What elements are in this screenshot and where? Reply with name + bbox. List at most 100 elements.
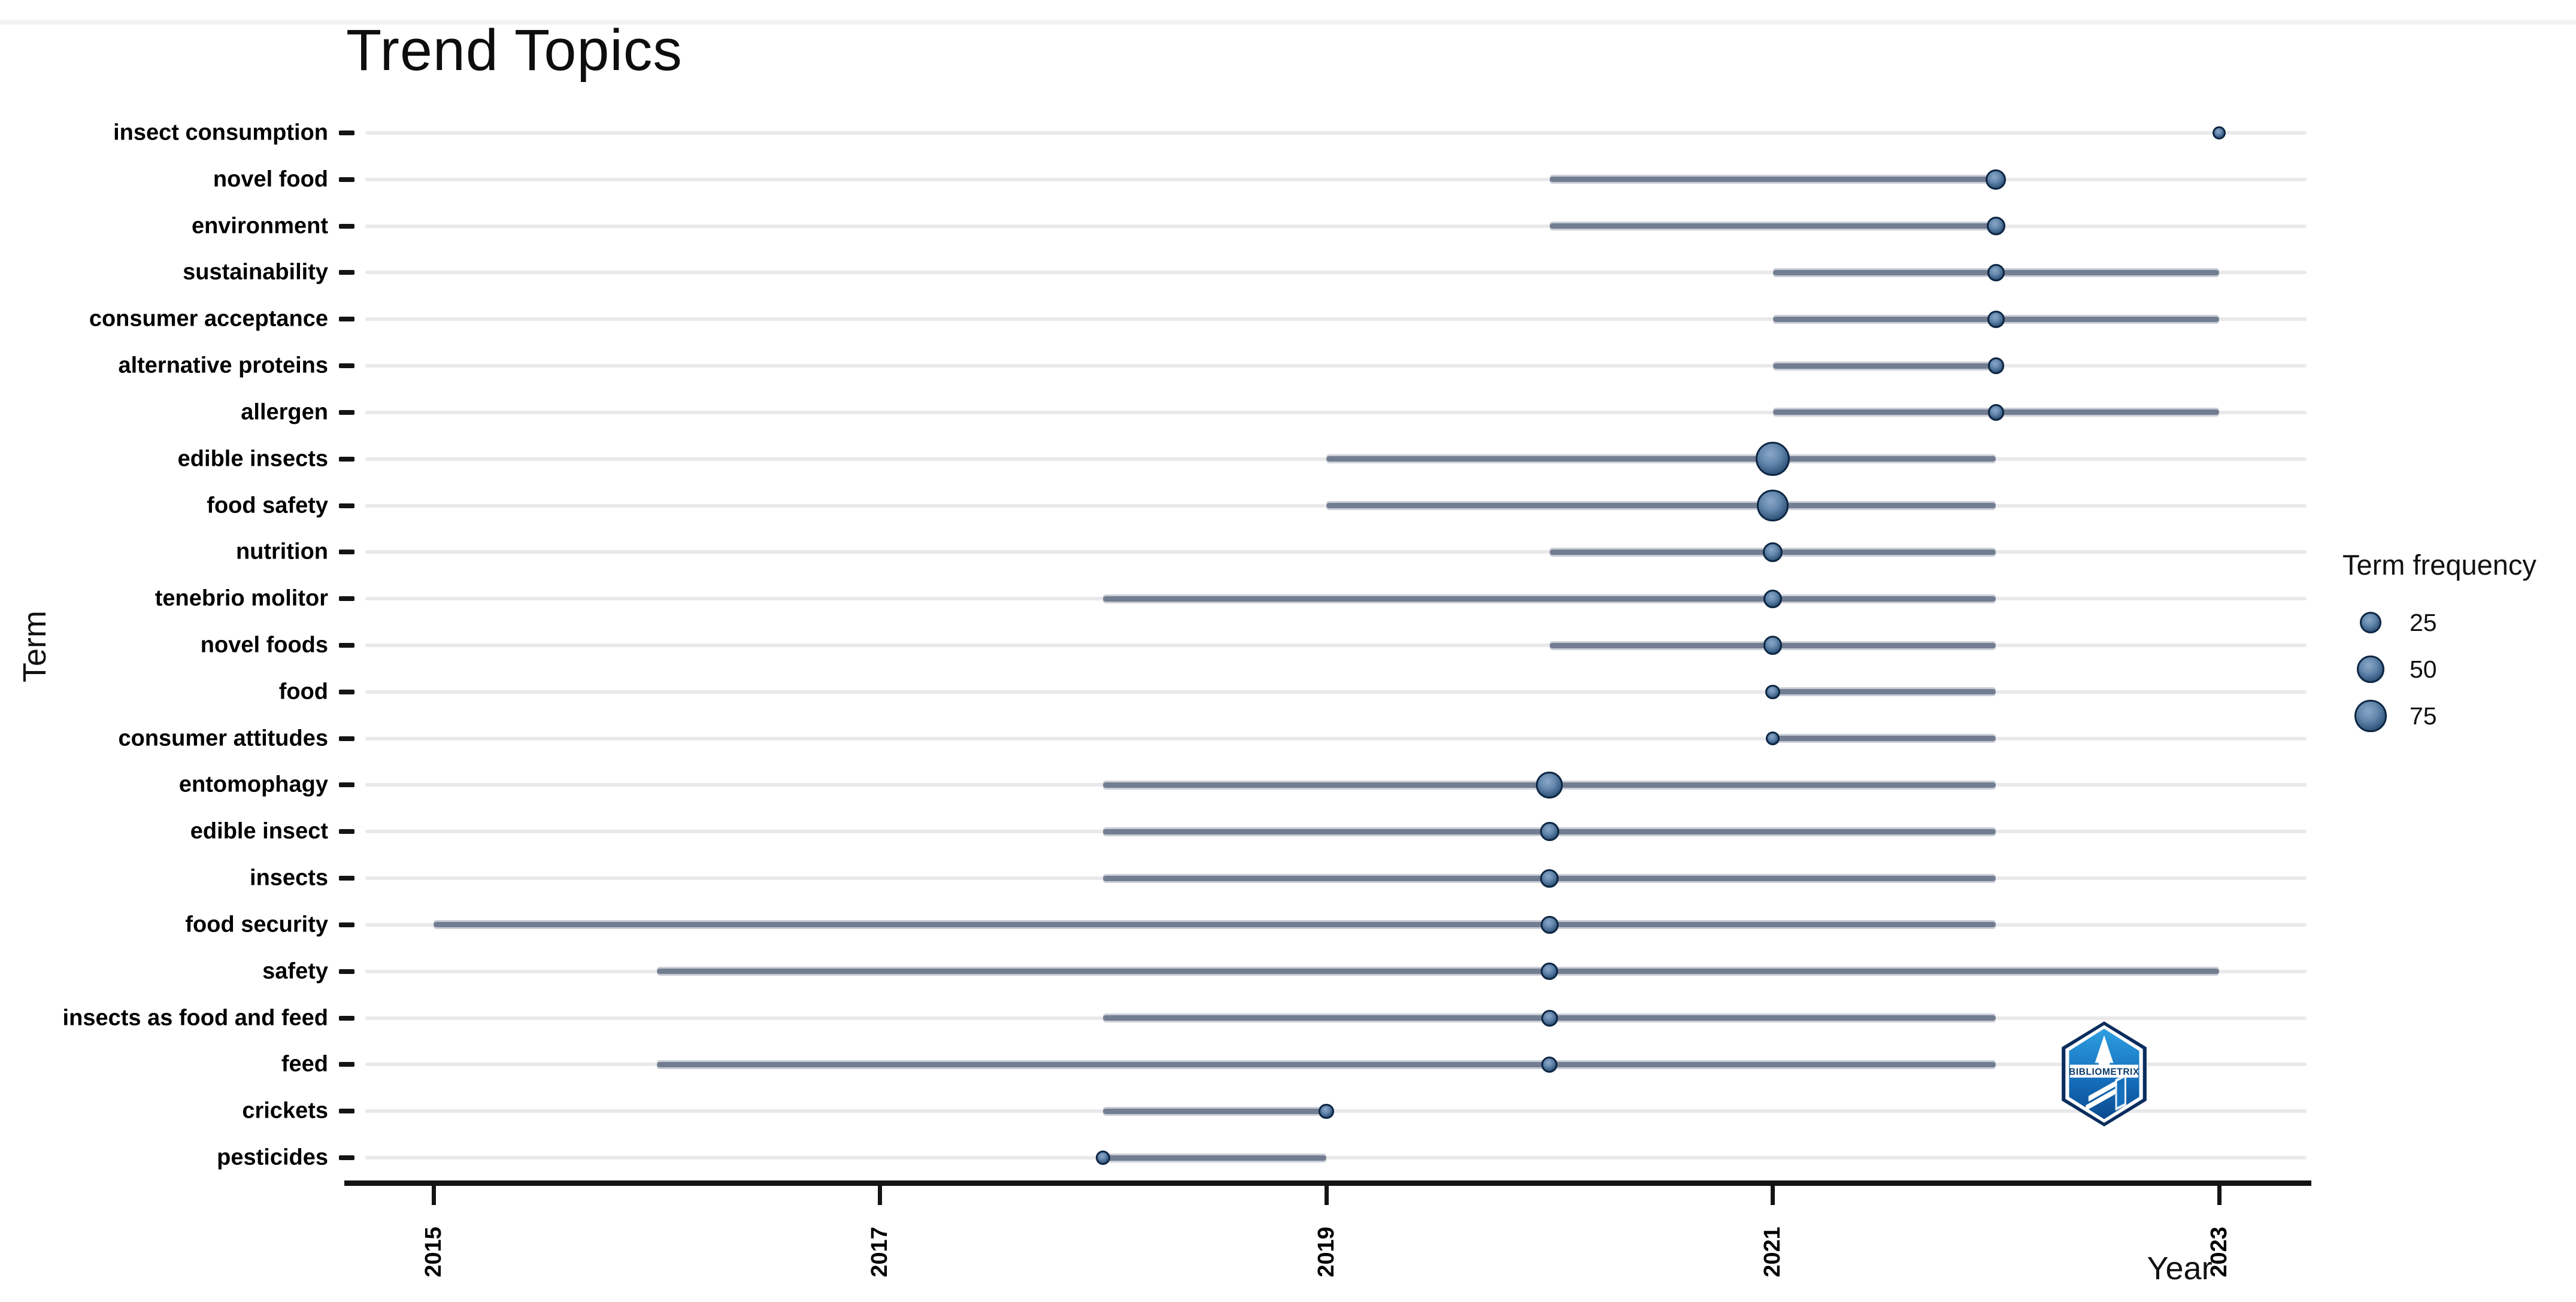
y-tick-label-term: feed xyxy=(281,1051,328,1077)
row-gridline xyxy=(365,224,2307,228)
row-gridline xyxy=(365,1109,2307,1113)
y-tick-mark xyxy=(339,1015,354,1021)
term-year-range-line xyxy=(1103,596,1996,602)
x-tick-label-year: 2017 xyxy=(867,1226,893,1277)
row-gridline xyxy=(365,317,2307,321)
term-year-range-line xyxy=(434,922,1996,928)
y-tick-mark xyxy=(339,456,354,462)
row-gridline xyxy=(365,550,2307,554)
x-tick-mark xyxy=(431,1186,436,1205)
y-tick-label-term: food safety xyxy=(207,493,328,518)
y-tick-label-term: consumer acceptance xyxy=(89,306,328,332)
term-year-range-line xyxy=(1103,1108,1326,1114)
y-tick-label-term: edible insect xyxy=(190,818,328,844)
term-frequency-dot xyxy=(1541,1056,1558,1073)
term-year-range-line xyxy=(656,1061,1996,1067)
y-tick-mark xyxy=(339,409,354,415)
y-tick-mark xyxy=(339,876,354,881)
y-tick-mark xyxy=(339,317,354,322)
term-frequency-dot xyxy=(1319,1103,1334,1119)
legend-size-dot-75-icon xyxy=(2354,700,2387,732)
y-tick-label-term: pesticides xyxy=(217,1145,328,1170)
y-tick-mark xyxy=(339,829,354,834)
y-tick-label-term: novel food xyxy=(213,166,328,192)
term-frequency-dot xyxy=(1987,357,2004,374)
row-gridline xyxy=(365,410,2307,414)
x-tick-label-year: 2021 xyxy=(1760,1226,1786,1277)
term-frequency-dot xyxy=(1096,1150,1111,1166)
legend-size-dot-25-icon xyxy=(2359,611,2382,634)
term-frequency-dot xyxy=(1541,1009,1558,1027)
y-tick-label-term: insect consumption xyxy=(113,120,328,145)
y-tick-label-term: nutrition xyxy=(235,539,328,564)
row-gridline xyxy=(365,644,2307,648)
svg-text:BIBLIOMETRIX: BIBLIOMETRIX xyxy=(2069,1067,2139,1078)
page-title: Trend Topics xyxy=(346,17,683,83)
row-gridline xyxy=(365,271,2307,275)
y-tick-mark xyxy=(339,550,354,555)
term-year-range-line xyxy=(1772,363,1996,369)
y-tick-mark xyxy=(339,736,354,741)
y-tick-mark xyxy=(339,1062,354,1067)
legend-item-25: 25 xyxy=(2342,599,2570,646)
legend-label-25: 25 xyxy=(2410,608,2437,636)
term-frequency-dot xyxy=(1756,442,1790,477)
legend-item-50: 50 xyxy=(2342,646,2570,693)
term-frequency-dot xyxy=(1763,589,1783,608)
term-frequency-dot xyxy=(1987,404,2004,421)
y-tick-label-term: tenebrio molitor xyxy=(154,585,328,611)
x-axis-line xyxy=(344,1180,2311,1186)
y-tick-mark xyxy=(339,130,354,135)
legend: Term frequency 25 50 75 xyxy=(2342,548,2570,739)
y-tick-label-term: sustainability xyxy=(183,259,328,285)
x-axis-title: Year xyxy=(2147,1251,2213,1286)
term-year-range-line xyxy=(1772,689,1996,695)
y-tick-label-term: entomophagy xyxy=(178,772,328,797)
term-year-range-line xyxy=(1772,736,1996,742)
term-frequency-dot xyxy=(1541,963,1559,981)
y-tick-mark xyxy=(339,782,354,788)
legend-title: Term frequency xyxy=(2342,549,2536,581)
x-tick-mark xyxy=(2217,1186,2222,1205)
legend-label-75: 75 xyxy=(2410,702,2437,730)
term-frequency-dot xyxy=(1539,822,1559,842)
y-tick-mark xyxy=(339,503,354,508)
y-tick-mark xyxy=(339,689,354,694)
y-tick-mark xyxy=(339,270,354,275)
term-year-range-line xyxy=(656,969,2219,975)
term-frequency-dot xyxy=(1540,915,1559,934)
legend-items: 25 50 75 xyxy=(2342,599,2570,739)
term-frequency-dot xyxy=(1540,869,1559,888)
y-tick-label-term: environment xyxy=(191,213,328,239)
y-tick-mark xyxy=(339,363,354,369)
term-year-range-line xyxy=(1103,1155,1326,1161)
y-tick-label-term: allergen xyxy=(241,399,328,425)
row-gridline xyxy=(365,131,2307,135)
x-tick-label-year: 2015 xyxy=(420,1226,446,1277)
term-year-range-line xyxy=(1326,503,1996,509)
y-tick-label-term: food security xyxy=(185,912,328,937)
legend-size-dot-50-icon xyxy=(2356,655,2385,684)
term-frequency-dot xyxy=(1536,771,1563,799)
term-frequency-dot xyxy=(1757,490,1789,521)
y-tick-label-term: food xyxy=(278,679,328,705)
y-tick-mark xyxy=(339,177,354,182)
row-gridline xyxy=(365,1156,2307,1160)
term-frequency-dot xyxy=(2212,126,2226,140)
legend-item-75: 75 xyxy=(2342,693,2570,739)
y-tick-label-term: safety xyxy=(262,958,328,984)
y-tick-label-term: alternative proteins xyxy=(118,353,328,378)
y-tick-label-term: consumer attitudes xyxy=(118,726,328,751)
y-tick-mark xyxy=(339,223,354,229)
y-tick-mark xyxy=(339,922,354,927)
y-tick-label-term: novel foods xyxy=(200,632,328,658)
y-tick-label-term: insects as food and feed xyxy=(62,1005,328,1031)
term-frequency-dot xyxy=(1765,684,1780,699)
term-frequency-dot xyxy=(1763,636,1783,655)
y-tick-label-term: crickets xyxy=(242,1098,328,1124)
term-year-range-line xyxy=(1549,223,1996,229)
term-frequency-dot xyxy=(1762,542,1783,562)
term-frequency-dot xyxy=(1986,217,2005,236)
x-tick-label-year: 2019 xyxy=(1313,1226,1339,1277)
term-frequency-dot xyxy=(1987,263,2005,281)
